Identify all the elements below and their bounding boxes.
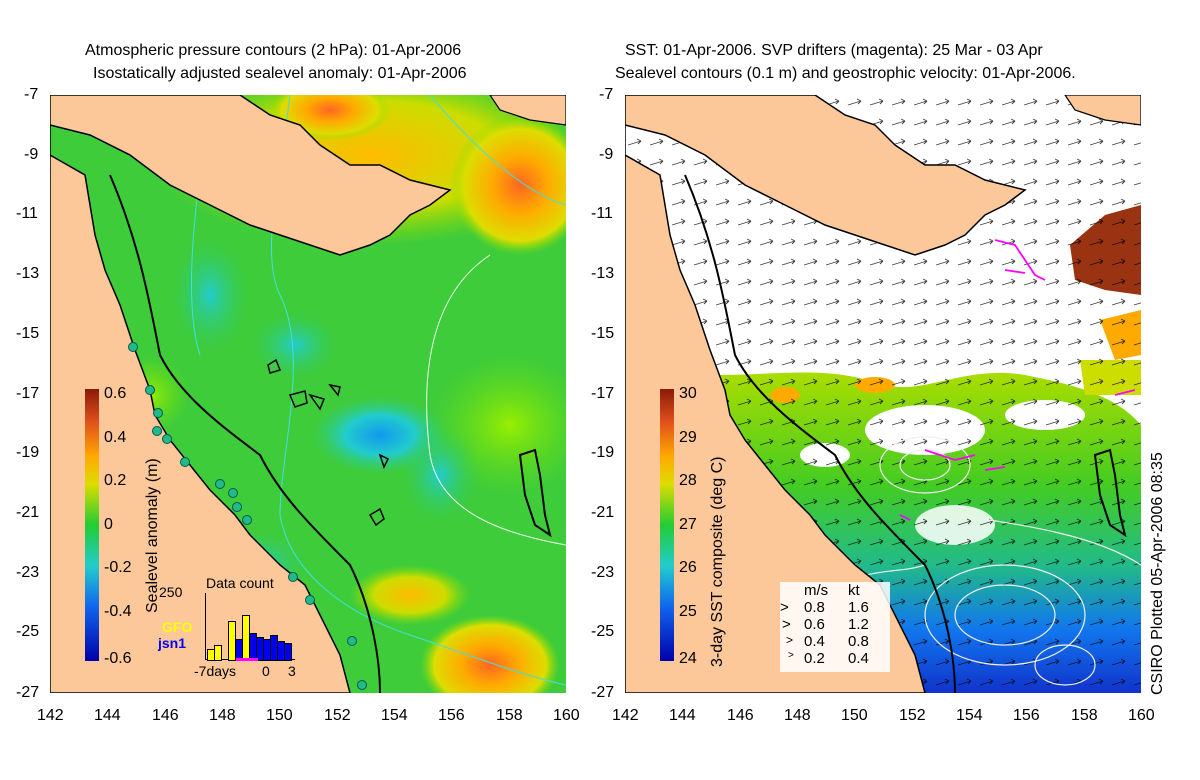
right-lat-tick: -27 bbox=[591, 684, 615, 701]
legend-arrow-glyph: > bbox=[780, 599, 789, 616]
sst-colorbar-label: 3-day SST composite (deg C) bbox=[709, 456, 726, 667]
left-lat-tick: -23 bbox=[16, 564, 40, 581]
right-lat-tick: -21 bbox=[591, 504, 615, 521]
sst-map: 30 29 28 27 26 25 24 3-day SST composite… bbox=[625, 95, 1141, 693]
legend-row-ms: 0.6 bbox=[804, 616, 825, 633]
left-lon-tick: 144 bbox=[94, 707, 121, 724]
sst-tick-0: 30 bbox=[679, 385, 697, 402]
inset-legend-jsn1: jsn1 bbox=[158, 635, 187, 651]
sst-colorbar bbox=[660, 389, 674, 661]
inset-xlabel-end: 3 bbox=[288, 663, 296, 679]
left-lat-tick: -17 bbox=[16, 385, 40, 402]
right-lat-tick: -13 bbox=[591, 265, 615, 282]
left-lon-tick: 150 bbox=[266, 707, 293, 724]
left-lat-tick: -9 bbox=[24, 146, 39, 163]
legend-arrow-glyph: > bbox=[782, 616, 791, 633]
legend-header-kt: kt bbox=[848, 582, 860, 599]
right-lon-tick: 148 bbox=[784, 707, 811, 724]
legend-arrow-glyph: > bbox=[788, 650, 794, 661]
right-lon-tick: 146 bbox=[727, 707, 754, 724]
left-lon-tick: 154 bbox=[381, 707, 408, 724]
right-lon-tick: 156 bbox=[1013, 707, 1040, 724]
left-title-line2: Isostatically adjusted sealevel anomaly:… bbox=[93, 65, 467, 82]
gfo-bar bbox=[214, 645, 222, 661]
left-lon-tick: 152 bbox=[324, 707, 351, 724]
right-lat-tick: -7 bbox=[599, 86, 614, 103]
velocity-legend: m/s kt > 0.8 1.6 > 0.6 1.2 > 0.4 0.8 > 0… bbox=[780, 582, 890, 672]
left-lat-tick: -11 bbox=[16, 205, 38, 222]
sealevel-colorbar bbox=[85, 389, 99, 661]
left-title-line1: Atmospheric pressure contours (2 hPa): 0… bbox=[85, 42, 462, 59]
left-lat-tick: -13 bbox=[16, 265, 40, 282]
sst-tick-6: 24 bbox=[679, 650, 697, 667]
left-lon-tick: 146 bbox=[152, 707, 179, 724]
sla-tick-4: -0.2 bbox=[104, 559, 132, 576]
legend-row-kt: 0.8 bbox=[848, 633, 869, 650]
right-lon-tick: 152 bbox=[899, 707, 926, 724]
sst-tick-3: 27 bbox=[679, 516, 697, 533]
right-lat-tick: -11 bbox=[591, 205, 613, 222]
inset-title: Data count bbox=[206, 575, 274, 591]
legend-header-ms: m/s bbox=[804, 582, 829, 599]
sst-tick-4: 26 bbox=[679, 559, 697, 576]
left-lat-tick: -15 bbox=[16, 325, 40, 342]
legend-arrow-glyph: > bbox=[786, 633, 794, 647]
left-lon-tick: 148 bbox=[209, 707, 236, 724]
sst-tick-1: 29 bbox=[679, 429, 697, 446]
right-lat-tick: -23 bbox=[591, 564, 615, 581]
sla-tick-2: 0.2 bbox=[104, 472, 127, 489]
sla-tick-1: 0.4 bbox=[104, 429, 127, 446]
left-lon-tick: 142 bbox=[37, 707, 64, 724]
right-lat-tick: -9 bbox=[599, 146, 614, 163]
sla-tick-5: -0.4 bbox=[104, 603, 132, 620]
left-lat-tick: -21 bbox=[16, 504, 40, 521]
right-lon-tick: 160 bbox=[1128, 707, 1155, 724]
right-lon-tick: 142 bbox=[612, 707, 639, 724]
time-marker-strip bbox=[236, 658, 258, 661]
sealevel-anomaly-map: 0.6 0.4 0.2 0 -0.2 -0.4 -0.6 Sealevel an… bbox=[50, 95, 566, 693]
left-lon-tick: 158 bbox=[496, 707, 523, 724]
inset-ymax: 250 bbox=[159, 584, 183, 600]
sla-tick-0: 0.6 bbox=[104, 385, 127, 402]
sst-tick-5: 25 bbox=[679, 603, 697, 620]
right-lon-tick: 144 bbox=[669, 707, 696, 724]
legend-row-ms: 0.2 bbox=[804, 650, 825, 667]
sla-tick-6: -0.6 bbox=[104, 650, 132, 667]
inset-xlabel-start: -7days bbox=[194, 663, 237, 679]
right-title-line2: Sealevel contours (0.1 m) and geostrophi… bbox=[615, 65, 1076, 82]
left-lat-tick: -25 bbox=[16, 623, 40, 640]
left-lat-tick: -7 bbox=[24, 86, 39, 103]
left-lon-tick: 156 bbox=[438, 707, 465, 724]
right-lat-tick: -19 bbox=[591, 444, 615, 461]
data-count-inset: Data count 250 GFO jsn1 -7days 0 3 bbox=[150, 575, 300, 679]
right-lat-tick: -17 bbox=[591, 385, 615, 402]
left-lat-tick: -27 bbox=[16, 684, 40, 701]
right-title-line1: SST: 01-Apr-2006. SVP drifters (magenta)… bbox=[625, 42, 1043, 59]
sla-tick-3: 0 bbox=[104, 516, 113, 533]
sst-tick-2: 28 bbox=[679, 472, 697, 489]
legend-row-ms: 0.8 bbox=[804, 599, 825, 616]
legend-row-kt: 1.2 bbox=[848, 616, 869, 633]
inset-xlabel-zero: 0 bbox=[262, 663, 270, 679]
right-lon-tick: 154 bbox=[956, 707, 983, 724]
right-lat-tick: -25 bbox=[591, 623, 615, 640]
right-lon-tick: 158 bbox=[1071, 707, 1098, 724]
inset-legend-gfo: GFO bbox=[162, 619, 193, 635]
legend-row-ms: 0.4 bbox=[804, 633, 825, 650]
jsn1-bar bbox=[284, 643, 292, 661]
plot-credit: CSIRO Plotted 05-Apr-2006 08:35 bbox=[1149, 452, 1166, 695]
legend-row-kt: 1.6 bbox=[848, 599, 869, 616]
left-lon-tick: 160 bbox=[553, 707, 580, 724]
left-lat-tick: -19 bbox=[16, 444, 40, 461]
legend-row-kt: 0.4 bbox=[848, 650, 869, 667]
right-lon-tick: 150 bbox=[841, 707, 868, 724]
right-lat-tick: -15 bbox=[591, 325, 615, 342]
